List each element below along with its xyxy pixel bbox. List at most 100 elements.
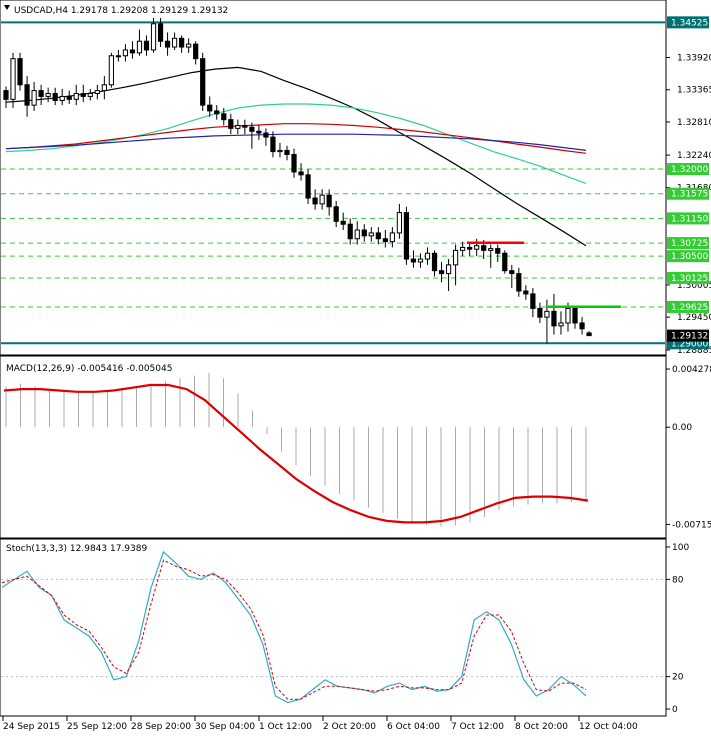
candle-body	[452, 249, 459, 266]
candle-body	[129, 49, 136, 54]
candle-body	[579, 322, 585, 330]
candle-body	[256, 130, 262, 134]
price-level-label: 1.30725	[671, 239, 708, 249]
stoch-plot	[1, 550, 665, 704]
time-tick-label: 2 Oct 20:00	[323, 722, 376, 732]
candle-body	[207, 104, 213, 112]
candle-body	[24, 84, 30, 106]
candle-body	[136, 40, 143, 54]
price-level-badge	[667, 271, 709, 284]
candle-body	[270, 136, 276, 153]
price-tick-label: 1.32810	[677, 118, 711, 128]
candle-body	[488, 248, 494, 251]
candle-body	[396, 212, 403, 234]
candle-body	[361, 229, 367, 237]
candle-body	[3, 90, 9, 100]
candle-body	[403, 212, 410, 260]
candle-body	[66, 95, 72, 100]
candle-body	[242, 124, 248, 128]
candle-body	[586, 332, 592, 337]
current-price-badge	[667, 329, 709, 342]
candle-body	[221, 113, 227, 121]
stoch-signal-line	[1, 559, 587, 700]
time-tick-label: 8 Oct 20:00	[515, 722, 568, 732]
candle-body	[354, 229, 360, 240]
candle-body	[382, 238, 388, 243]
candle-body	[502, 252, 508, 272]
support-resistance	[467, 241, 621, 308]
candle-body	[157, 23, 164, 42]
stoch-axis: 100 80 20 0	[666, 543, 689, 715]
moving-average-line	[5, 123, 587, 154]
candle-body	[495, 248, 501, 254]
candle-body	[305, 174, 311, 199]
candle-body	[31, 90, 37, 106]
macd-tick-label: -0.007152	[672, 520, 711, 530]
candle-body	[326, 194, 332, 208]
candle-body	[214, 110, 220, 115]
candle-body	[59, 95, 65, 101]
current-price-label: 1.29132	[671, 332, 708, 342]
candle-body	[150, 23, 157, 51]
moving-average-line	[5, 103, 587, 185]
candle-body	[228, 119, 234, 129]
time-tick-label: 6 Oct 04:00	[387, 722, 440, 732]
candle-body	[572, 307, 578, 324]
price-level-label: 1.30500	[671, 252, 708, 262]
moving-average-line	[5, 133, 587, 151]
price-level-label: 1.31150	[671, 214, 708, 224]
candle-body	[45, 93, 51, 97]
macd-axis: 0.004278 0.00 -0.007152	[666, 365, 711, 530]
candle-body	[284, 149, 290, 156]
time-tick-label: 24 Sep 2015	[3, 722, 60, 732]
candle-body	[73, 93, 79, 100]
macd-tick-label: 0.00	[672, 423, 692, 433]
candle-body	[565, 307, 571, 324]
price-tick-label: 1.33365	[677, 86, 711, 96]
candle-body	[263, 132, 269, 138]
price-tick-label: 1.33920	[677, 53, 711, 63]
price-tick-label: 1.28885	[677, 346, 711, 356]
price-level-label: 1.29000	[671, 339, 708, 349]
candle-body	[431, 252, 438, 272]
candle-body	[389, 232, 395, 243]
time-tick-label: 28 Sep 20:00	[131, 722, 191, 732]
dropdown-triangle-icon[interactable]	[4, 5, 10, 10]
price-level-label: 1.34525	[671, 18, 708, 28]
candle-body	[523, 290, 529, 295]
price-tick-label: 1.30005	[677, 281, 711, 291]
candle-body	[347, 223, 353, 240]
candle-body	[80, 93, 86, 97]
candle-body	[312, 197, 318, 205]
time-axis: 24 Sep 2015 25 Sep 12:00 28 Sep 20:00 30 Se…	[2, 716, 638, 732]
price-level-badge	[667, 163, 709, 176]
candle-body	[509, 270, 515, 275]
macd-header: MACD(12,26,9) -0.005416 -0.005045	[6, 364, 172, 374]
price-level-label: 1.29625	[671, 303, 708, 313]
candle-body	[171, 37, 178, 48]
candle-body	[410, 258, 417, 263]
candle-body	[298, 171, 304, 176]
candle-body	[368, 232, 374, 237]
moving-average-line	[5, 66, 587, 247]
candle-body	[193, 43, 199, 60]
time-tick-label: 12 Oct 04:00	[579, 722, 638, 732]
candle-body	[481, 245, 487, 251]
candle-body	[445, 264, 452, 275]
candle-body	[38, 90, 44, 97]
price-level-labels: 1.34525 1.32000 1.31575 1.31150 1.30725 1.305…	[667, 16, 709, 350]
candle-body	[200, 58, 206, 106]
candle-body	[474, 245, 480, 250]
candle-body	[108, 55, 114, 86]
time-tick-label: 7 Oct 12:00	[451, 722, 504, 732]
price-levels	[1, 21, 665, 345]
candle-body	[551, 310, 557, 327]
price-tick-label: 1.29450	[677, 313, 711, 323]
candle-body	[101, 84, 107, 92]
stoch-tick-label: 80	[672, 575, 684, 585]
stoch-header: Stoch(13,3,3) 12.9843 17.9389	[6, 544, 147, 554]
candle-body	[516, 273, 522, 292]
price-tick-label: 1.32240	[677, 151, 711, 161]
